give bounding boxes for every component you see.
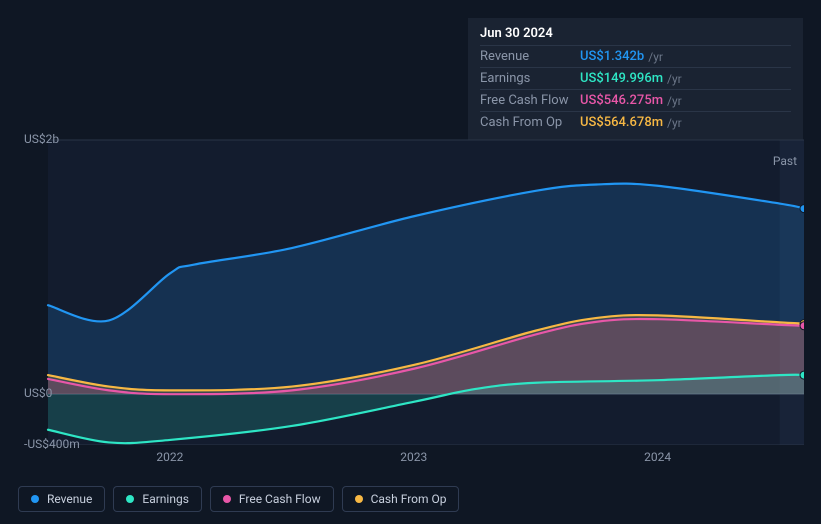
tooltip-row-label: Cash From Op: [480, 115, 580, 130]
y-axis-label: US$0: [24, 386, 52, 400]
tooltip-row-unit: /yr: [667, 94, 682, 108]
legend-label: Earnings: [142, 492, 189, 506]
tooltip-row-label: Earnings: [480, 71, 580, 86]
legend-item[interactable]: Free Cash Flow: [210, 486, 334, 512]
tooltip-row: RevenueUS$1.342b/yr: [480, 45, 791, 67]
financials-area-chart: [18, 130, 804, 445]
tooltip-row-value: US$564.678m: [580, 115, 663, 130]
legend-item[interactable]: Cash From Op: [342, 486, 460, 512]
y-axis-label: US$2b: [24, 132, 59, 146]
tooltip-row: EarningsUS$149.996m/yr: [480, 67, 791, 89]
x-axis-label: 2023: [400, 450, 427, 464]
tooltip-row-label: Revenue: [480, 49, 580, 64]
legend-item[interactable]: Earnings: [113, 486, 202, 512]
legend-label: Free Cash Flow: [239, 492, 321, 506]
x-axis-label: 2024: [644, 450, 671, 464]
tooltip-row: Free Cash FlowUS$546.275m/yr: [480, 89, 791, 111]
legend-label: Cash From Op: [371, 492, 447, 506]
tooltip-row-unit: /yr: [667, 116, 682, 130]
past-label: Past: [773, 154, 797, 168]
legend-dot-icon: [31, 495, 39, 503]
chart-tooltip: Jun 30 2024 RevenueUS$1.342b/yrEarningsU…: [468, 18, 803, 141]
tooltip-date: Jun 30 2024: [480, 26, 791, 41]
tooltip-row-unit: /yr: [667, 72, 682, 86]
tooltip-row-value: US$1.342b: [580, 49, 644, 64]
legend-item[interactable]: Revenue: [18, 486, 105, 512]
legend-label: Revenue: [47, 492, 92, 506]
legend-dot-icon: [126, 495, 134, 503]
y-axis-label: -US$400m: [24, 437, 80, 451]
legend-dot-icon: [355, 495, 363, 503]
tooltip-row-label: Free Cash Flow: [480, 93, 580, 108]
tooltip-row-unit: /yr: [648, 50, 663, 64]
tooltip-row-value: US$546.275m: [580, 93, 663, 108]
legend-dot-icon: [223, 495, 231, 503]
chart-legend: Revenue Earnings Free Cash Flow Cash From O…: [18, 486, 459, 512]
x-axis-label: 2022: [156, 450, 183, 464]
tooltip-row-value: US$149.996m: [580, 71, 663, 86]
